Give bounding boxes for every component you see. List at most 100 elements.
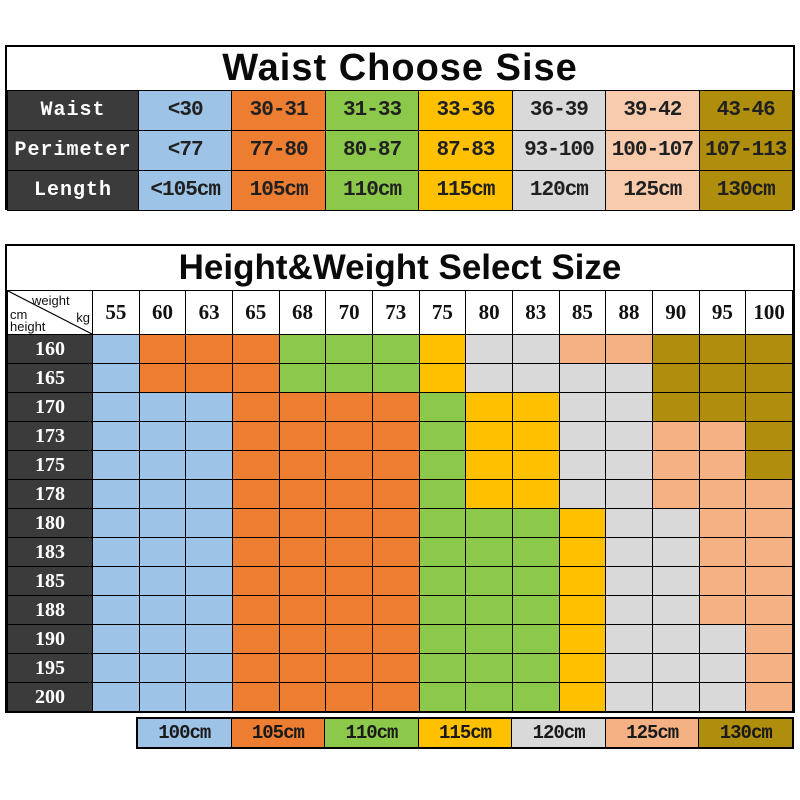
height-weight-table-title: Height&Weight Select Size: [178, 248, 622, 287]
size-cell: [698, 392, 747, 422]
weight-header-cell: 63: [185, 290, 233, 335]
size-cell: [745, 653, 793, 683]
size-cell: [371, 566, 420, 596]
size-cell: [325, 334, 373, 364]
waist-value-cell: 39-42: [605, 90, 700, 131]
size-cell: [138, 508, 187, 538]
size-cell: [371, 624, 420, 654]
size-cell: [558, 334, 607, 364]
size-cell: [465, 363, 513, 393]
height-row-label: 195: [7, 653, 93, 683]
size-cell: [185, 682, 233, 712]
size-cell: [605, 624, 653, 654]
waist-value-cell: 93-100: [511, 130, 607, 171]
size-cell: [92, 624, 140, 654]
weight-header-cell: 70: [325, 290, 373, 335]
size-cell: [231, 624, 280, 654]
waist-value-cell: 105cm: [231, 170, 326, 211]
size-cell: [418, 450, 467, 480]
matrix-row: 188: [7, 595, 793, 625]
size-cell: [138, 392, 187, 422]
size-cell: [558, 363, 607, 393]
weight-header-cell: 100: [745, 290, 793, 335]
legend-swatch: 120cm: [512, 719, 606, 747]
size-cell: [278, 334, 327, 364]
size-cell: [698, 450, 747, 480]
size-cell: [418, 653, 467, 683]
size-cell: [325, 537, 373, 567]
size-cell: [278, 508, 327, 538]
height-row-label: 160: [7, 334, 93, 364]
size-cell: [558, 450, 607, 480]
size-cell: [465, 624, 513, 654]
weight-header-cell: 88: [605, 290, 653, 335]
size-cell: [651, 653, 700, 683]
size-cell: [185, 363, 233, 393]
size-cell: [511, 421, 560, 451]
size-cell: [418, 421, 467, 451]
weight-header-cell: 85: [558, 290, 607, 335]
height-row-label: 185: [7, 566, 93, 596]
size-cell: [651, 537, 700, 567]
size-cell: [185, 566, 233, 596]
size-cell: [325, 624, 373, 654]
size-cell: [185, 508, 233, 538]
waist-size-table: Waist Choose Sise Waist <30 30-31 31-33 33-3…: [5, 45, 795, 211]
size-cell: [511, 479, 560, 509]
height-row-label: 178: [7, 479, 93, 509]
corner-header-cell: weight kg cm height: [7, 290, 93, 335]
matrix-row: 180: [7, 508, 793, 538]
size-cell: [558, 537, 607, 567]
size-cell: [605, 479, 653, 509]
waist-value-cell: 100-107: [605, 130, 700, 171]
matrix-row: 190: [7, 624, 793, 654]
waist-value-cell: 36-39: [511, 90, 607, 131]
matrix-row: 173: [7, 421, 793, 451]
size-cell: [605, 537, 653, 567]
size-cell: [651, 682, 700, 712]
size-cell: [92, 566, 140, 596]
waist-table-grid: Waist <30 30-31 31-33 33-36 36-39 39-42 43-46 Pe…: [7, 90, 794, 211]
size-cell: [698, 624, 747, 654]
size-cell: [92, 682, 140, 712]
size-cell: [231, 566, 280, 596]
size-cell: [185, 450, 233, 480]
height-row-label: 188: [7, 595, 93, 625]
size-cell: [698, 421, 747, 451]
height-row-label: 170: [7, 392, 93, 422]
height-row-label: 173: [7, 421, 93, 451]
size-cell: [745, 392, 793, 422]
size-cell: [605, 450, 653, 480]
waist-value-cell: 33-36: [418, 90, 513, 131]
size-cell: [698, 595, 747, 625]
waist-value-cell: <30: [137, 90, 233, 131]
size-cell: [511, 537, 560, 567]
size-cell: [465, 682, 513, 712]
size-cell: [371, 682, 420, 712]
size-cell: [278, 653, 327, 683]
height-weight-grid: weight kg cm height 55 60 63 65 68 70 73 75 80 83…: [7, 290, 793, 712]
size-cell: [231, 421, 280, 451]
size-cell: [465, 566, 513, 596]
size-cell: [185, 624, 233, 654]
height-row-label: 183: [7, 537, 93, 567]
height-row-label: 175: [7, 450, 93, 480]
size-cell: [371, 334, 420, 364]
size-cell: [558, 479, 607, 509]
legend-swatch: 125cm: [605, 719, 700, 747]
size-cell: [605, 421, 653, 451]
size-cell: [698, 682, 747, 712]
size-cell: [138, 624, 187, 654]
waist-value-cell: <105cm: [137, 170, 233, 211]
size-cell: [418, 624, 467, 654]
size-cell: [278, 624, 327, 654]
size-cell: [558, 566, 607, 596]
size-cell: [92, 450, 140, 480]
matrix-row: 178: [7, 479, 793, 509]
size-cell: [605, 363, 653, 393]
size-cell: [745, 682, 793, 712]
size-cell: [651, 392, 700, 422]
size-cell: [465, 421, 513, 451]
size-cell: [325, 450, 373, 480]
